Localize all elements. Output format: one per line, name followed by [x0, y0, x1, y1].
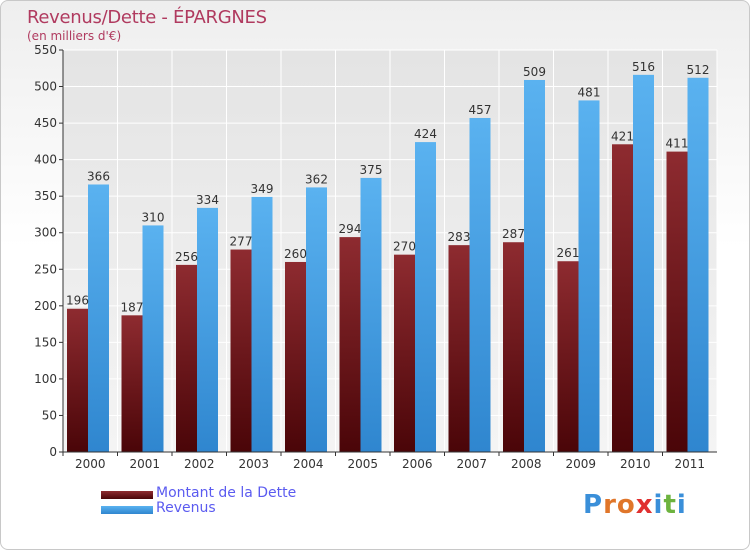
- bar-revenus: [578, 100, 600, 452]
- data-label-revenus: 366: [87, 169, 110, 183]
- y-tick-label: 100: [34, 372, 57, 386]
- data-label-revenus: 512: [687, 63, 710, 77]
- data-label-dette: 421: [611, 129, 634, 143]
- y-tick-label: 350: [34, 189, 57, 203]
- bar-revenus: [633, 74, 654, 453]
- bar-dette: [285, 261, 306, 452]
- bar-dette: [394, 254, 415, 452]
- x-tick-label: 2007: [456, 457, 487, 471]
- logo-letter: o: [616, 490, 636, 520]
- legend-label-dette: Montant de la Dette: [156, 485, 297, 501]
- data-label-revenus: 334: [196, 193, 219, 207]
- bar-revenus: [524, 79, 545, 452]
- x-tick-label: 2010: [620, 457, 651, 471]
- data-label-dette: 287: [502, 227, 525, 241]
- data-label-revenus: 509: [523, 65, 546, 79]
- bar-dette: [448, 245, 470, 452]
- data-label-dette: 294: [339, 222, 362, 236]
- x-tick-label: 2001: [129, 457, 160, 471]
- data-label-revenus: 457: [469, 103, 492, 117]
- bar-revenus: [142, 225, 164, 452]
- logo-letter: i: [653, 490, 664, 520]
- x-tick-label: 2004: [293, 457, 324, 471]
- y-tick-label: 300: [34, 226, 57, 240]
- bar-dette: [503, 242, 524, 452]
- data-label-dette: 283: [448, 230, 471, 244]
- x-tick-label: 2000: [75, 457, 106, 471]
- data-label-revenus: 349: [251, 182, 274, 196]
- bar-revenus: [360, 177, 382, 452]
- logo-letter: t: [663, 490, 677, 520]
- y-tick-label: 50: [42, 408, 57, 422]
- chart-title: Revenus/Dette - ÉPARGNES: [27, 7, 267, 28]
- data-label-dette: 277: [230, 235, 253, 249]
- y-tick-label: 250: [34, 262, 57, 276]
- data-label-dette: 196: [66, 294, 89, 308]
- bar-dette: [666, 151, 688, 452]
- y-tick-label: 150: [34, 335, 57, 349]
- bar-dette: [612, 144, 633, 452]
- data-label-revenus: 481: [578, 85, 601, 99]
- y-tick-label: 200: [34, 299, 57, 313]
- bar-revenus: [251, 196, 273, 452]
- proxiti-logo: Proxiti: [583, 490, 687, 520]
- bar-dette: [230, 249, 252, 452]
- logo-letter: r: [603, 490, 617, 520]
- data-label-dette: 187: [121, 300, 144, 314]
- data-label-dette: 256: [175, 250, 198, 264]
- x-tick-label: 2011: [674, 457, 705, 471]
- bar-dette: [121, 315, 143, 452]
- legend-label-revenus: Revenus: [156, 500, 216, 516]
- x-tick-label: 2002: [184, 457, 215, 471]
- x-tick-label: 2003: [238, 457, 269, 471]
- data-label-revenus: 310: [142, 210, 165, 224]
- data-label-revenus: 424: [414, 127, 437, 141]
- x-tick-label: 2008: [511, 457, 542, 471]
- bar-dette: [176, 264, 197, 452]
- bar-revenus: [415, 142, 436, 452]
- y-tick-label: 400: [34, 153, 57, 167]
- x-tick-label: 2009: [565, 457, 596, 471]
- unit-label: (en milliers d'€): [27, 29, 122, 43]
- x-tick-label: 2006: [402, 457, 433, 471]
- data-label-revenus: 516: [632, 60, 655, 74]
- data-label-revenus: 362: [305, 172, 328, 186]
- bar-revenus: [197, 207, 218, 452]
- data-label-dette: 270: [393, 240, 416, 254]
- bar-dette: [557, 261, 579, 452]
- bar-revenus: [469, 117, 491, 452]
- bar-dette: [67, 308, 88, 452]
- y-tick-label: 0: [49, 445, 57, 459]
- bar-revenus: [88, 184, 109, 452]
- logo-letter: x: [635, 490, 654, 520]
- data-label-dette: 261: [557, 246, 580, 260]
- logo-letter: i: [676, 490, 687, 520]
- y-tick-label: 500: [34, 80, 57, 94]
- data-label-revenus: 375: [360, 163, 383, 177]
- bar-revenus: [687, 77, 709, 453]
- y-tick-label: 450: [34, 116, 57, 130]
- logo-letter: P: [583, 490, 604, 520]
- x-tick-label: 2005: [347, 457, 378, 471]
- y-tick-label: 550: [34, 43, 57, 57]
- bar-chart: 196 366 187 310 256 334 277 349 260 362 294 375 270 4…: [34, 43, 718, 471]
- data-label-dette: 260: [284, 247, 307, 261]
- bar-dette: [339, 237, 361, 452]
- bar-revenus: [306, 187, 327, 453]
- legend-swatch-dette: [101, 491, 153, 499]
- data-label-dette: 411: [666, 137, 689, 151]
- legend-swatch-revenus: [101, 506, 153, 514]
